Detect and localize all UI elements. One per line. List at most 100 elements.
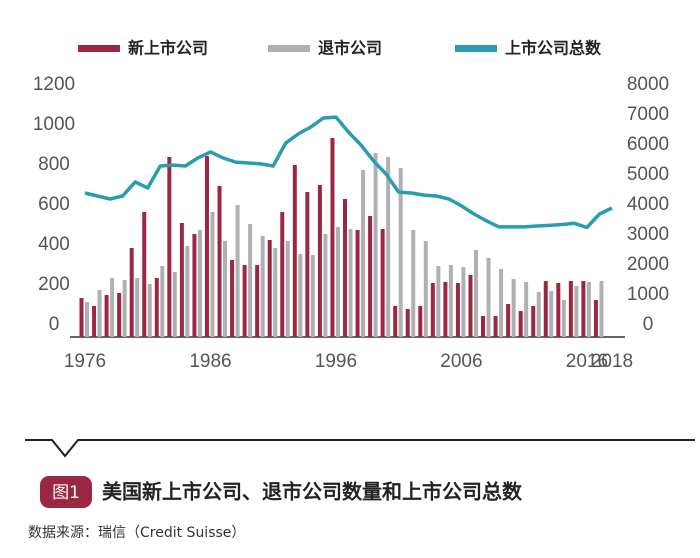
bar xyxy=(599,281,604,337)
bar xyxy=(79,298,84,337)
bar xyxy=(204,156,209,337)
bar xyxy=(255,265,260,337)
y-tick-label: 1200 xyxy=(33,74,75,95)
divider xyxy=(25,439,695,458)
bar xyxy=(486,258,491,337)
bar xyxy=(373,153,378,337)
bar xyxy=(531,306,536,337)
legend-swatch xyxy=(455,45,497,52)
bar xyxy=(167,157,172,337)
bar xyxy=(104,295,109,337)
legend-swatch xyxy=(78,45,120,52)
bar xyxy=(142,212,147,337)
legend-swatch xyxy=(268,45,310,52)
bar xyxy=(418,306,423,337)
x-tick-label: 2016 xyxy=(566,351,608,372)
bar xyxy=(235,205,240,337)
bar xyxy=(285,241,290,337)
bar xyxy=(473,250,478,337)
bar xyxy=(154,278,159,337)
bar xyxy=(443,282,448,337)
bar xyxy=(411,230,416,337)
y-tick-label: 600 xyxy=(38,194,70,215)
bar xyxy=(348,229,353,337)
bar xyxy=(543,281,548,337)
y2-tick-label: 4000 xyxy=(627,194,669,215)
bar xyxy=(292,165,297,337)
source: 数据来源：瑞信（Credit Suisse） xyxy=(28,525,245,541)
bar xyxy=(355,230,360,337)
bar xyxy=(499,269,504,337)
legend-label: 退市公司 xyxy=(318,39,382,58)
x-tick-label: 2006 xyxy=(440,351,482,372)
y2-tick-label: 3000 xyxy=(627,224,669,245)
bar xyxy=(368,216,373,337)
bar xyxy=(361,170,366,337)
figure-badge xyxy=(40,476,92,508)
x-tick-label: 1986 xyxy=(189,351,231,372)
x-tick-label: 1996 xyxy=(315,351,357,372)
y2-tick-label: 1000 xyxy=(627,284,669,305)
bar xyxy=(298,254,303,337)
bar xyxy=(461,267,466,337)
bar xyxy=(536,292,541,337)
bar xyxy=(248,224,253,337)
bar xyxy=(556,283,561,337)
bar xyxy=(230,260,235,337)
bar xyxy=(586,282,591,337)
legend-label: 新上市公司 xyxy=(128,39,208,58)
bar xyxy=(524,282,529,337)
bar xyxy=(129,248,134,337)
bar xyxy=(197,230,202,337)
bar xyxy=(210,212,215,337)
bar xyxy=(179,223,184,337)
bar xyxy=(380,229,385,337)
bar xyxy=(568,281,573,337)
bar xyxy=(581,281,586,337)
y2-tick-label: 0 xyxy=(643,314,654,335)
y-tick-label: 800 xyxy=(38,154,70,175)
bar xyxy=(405,309,410,337)
bar xyxy=(97,290,102,337)
bar xyxy=(330,138,335,337)
bar xyxy=(561,300,566,337)
bar xyxy=(147,284,152,337)
bar xyxy=(393,306,398,337)
bar xyxy=(481,316,486,337)
y-tick-label: 1000 xyxy=(33,114,75,135)
bar xyxy=(593,300,598,337)
bar xyxy=(160,266,165,337)
bar xyxy=(135,278,140,337)
bar xyxy=(273,248,278,337)
y-tick-label: 400 xyxy=(38,234,70,255)
y-tick-label: 200 xyxy=(38,274,70,295)
bar xyxy=(305,192,310,337)
bar xyxy=(310,255,315,337)
bar xyxy=(280,212,285,337)
bar xyxy=(549,291,554,337)
bar xyxy=(511,279,516,337)
figure-label: 图1 xyxy=(52,483,80,503)
bar xyxy=(574,286,579,337)
x-tick-label: 2018 xyxy=(591,351,633,372)
bar xyxy=(85,302,89,337)
bar xyxy=(260,236,265,337)
bar xyxy=(468,275,473,337)
bar xyxy=(217,186,222,337)
bar xyxy=(343,199,347,337)
bar xyxy=(518,311,523,337)
bar xyxy=(430,283,435,337)
bar xyxy=(117,293,122,337)
x-tick-label: 1976 xyxy=(64,351,106,372)
bar xyxy=(436,266,441,337)
bar xyxy=(448,265,453,337)
bar xyxy=(335,227,340,337)
bar xyxy=(506,304,511,337)
line xyxy=(84,115,613,230)
bar xyxy=(323,234,328,337)
legend-label: 上市公司总数 xyxy=(505,39,602,58)
bar xyxy=(185,246,190,337)
y2-tick-label: 2000 xyxy=(627,254,669,275)
bar xyxy=(92,306,97,337)
